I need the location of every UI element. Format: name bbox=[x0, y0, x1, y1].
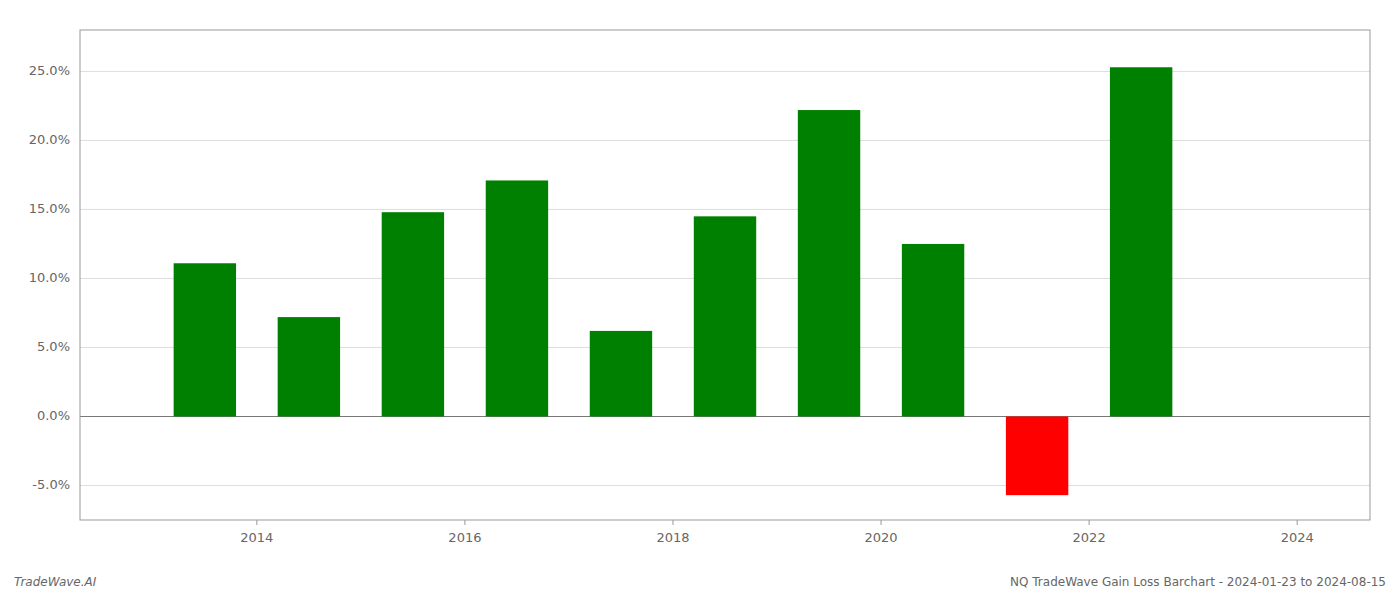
plot-frame bbox=[80, 30, 1370, 520]
x-tick bbox=[256, 520, 257, 525]
x-tick-label: 2024 bbox=[1281, 530, 1314, 545]
x-tick bbox=[672, 520, 673, 525]
y-grid-line bbox=[80, 71, 1370, 72]
y-tick-label: 5.0% bbox=[37, 339, 70, 354]
y-tick-label: -5.0% bbox=[32, 477, 70, 492]
x-tick bbox=[881, 520, 882, 525]
chart: -5.0%0.0%5.0%10.0%15.0%20.0%25.0%2014201… bbox=[0, 0, 1400, 600]
bar bbox=[694, 216, 756, 416]
bar bbox=[1006, 416, 1068, 495]
y-tick-label: 0.0% bbox=[37, 408, 70, 423]
bar bbox=[798, 110, 860, 416]
y-tick-label: 15.0% bbox=[29, 201, 70, 216]
y-tick-label: 20.0% bbox=[29, 132, 70, 147]
x-tick bbox=[1297, 520, 1298, 525]
y-tick-label: 10.0% bbox=[29, 270, 70, 285]
y-grid bbox=[80, 71, 1370, 485]
x-ticks: 2014 2016 2018 2020 2022 2024 bbox=[240, 520, 1313, 545]
bars bbox=[174, 67, 1173, 495]
bar bbox=[174, 263, 236, 416]
footnote-right: NQ TradeWave Gain Loss Barchart - 2024-0… bbox=[1010, 575, 1386, 589]
x-tick bbox=[464, 520, 465, 525]
y-grid-line bbox=[80, 209, 1370, 210]
x-tick-label: 2018 bbox=[656, 530, 689, 545]
page: {"chart_data": {"type": "bar", "x": [201… bbox=[0, 0, 1400, 600]
y-tick-label: 25.0% bbox=[29, 63, 70, 78]
bar bbox=[1110, 67, 1172, 416]
bar bbox=[486, 180, 548, 416]
bar bbox=[590, 331, 652, 417]
bar bbox=[902, 244, 964, 417]
x-tick-label: 2014 bbox=[240, 530, 273, 545]
bar bbox=[278, 317, 340, 416]
y-grid-line bbox=[80, 140, 1370, 141]
bar bbox=[382, 212, 444, 416]
x-tick-label: 2020 bbox=[865, 530, 898, 545]
x-tick-label: 2016 bbox=[448, 530, 481, 545]
y-grid-line bbox=[80, 485, 1370, 486]
x-tick bbox=[1089, 520, 1090, 525]
footnote-left: TradeWave.AI bbox=[14, 575, 97, 589]
y-tick-labels: -5.0% 0.0% 5.0% 10.0% 15.0% 20.0% 25.0% bbox=[29, 63, 70, 492]
x-tick-label: 2022 bbox=[1073, 530, 1106, 545]
